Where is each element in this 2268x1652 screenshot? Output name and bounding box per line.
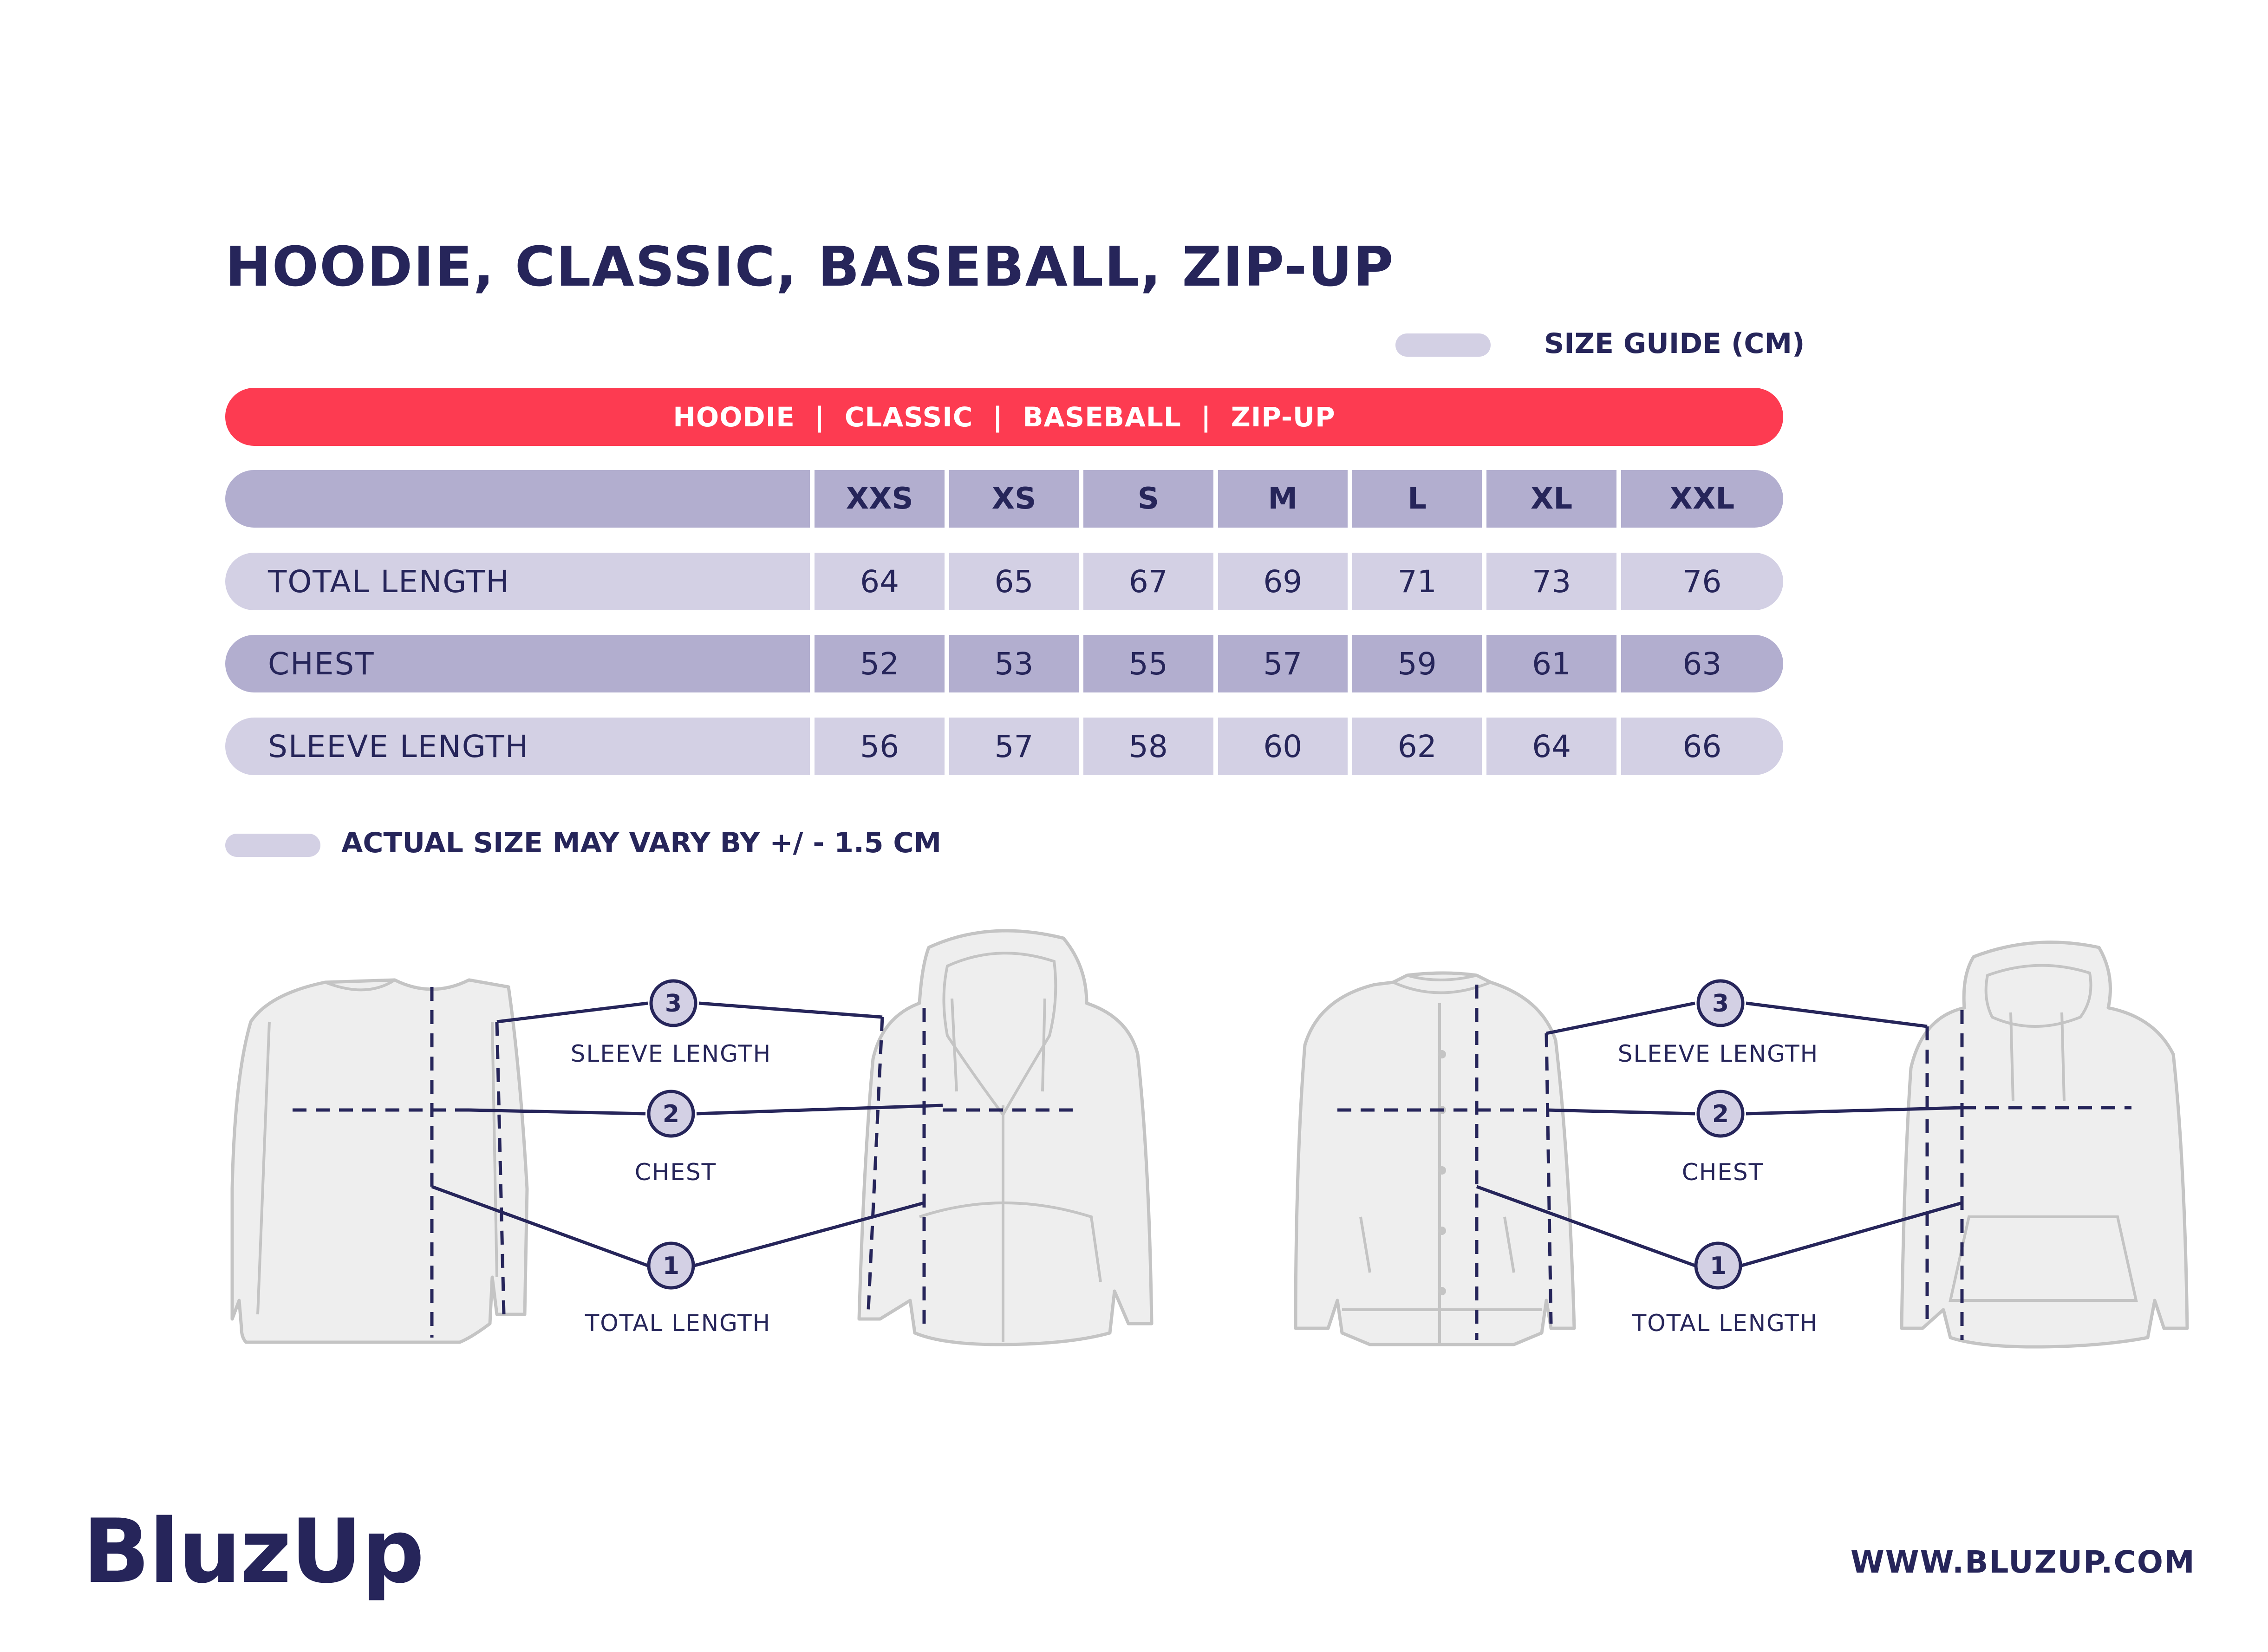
left-length-label: TOTAL LENGTH (585, 1310, 771, 1337)
banner-item-baseball: BASEBALL (1023, 401, 1181, 433)
banner-item-hoodie: HOODIE (673, 401, 795, 433)
row-label: SLEEVE LENGTH (225, 718, 810, 775)
table-row-chest: CHEST 52 53 55 57 59 61 63 (225, 635, 1784, 692)
left-sleeve-label: SLEEVE LENGTH (570, 1040, 772, 1067)
table-header-row: XXS XS S M L XL XXL (225, 470, 1784, 528)
table-row-total-length: TOTAL LENGTH 64 65 67 69 71 73 76 (225, 553, 1784, 610)
table-cell: 59 (1352, 635, 1482, 692)
table-cell: 56 (815, 718, 945, 775)
product-type-banner: HOODIE | CLASSIC | BASEBALL | ZIP-UP (225, 388, 1783, 446)
banner-separator: | (815, 401, 825, 433)
table-cell: 61 (1486, 635, 1616, 692)
note-swatch (225, 834, 320, 857)
banner-separator: | (992, 401, 1003, 433)
size-guide-label: SIZE GUIDE (CM) (1544, 327, 1805, 360)
table-cell: 69 (1218, 553, 1348, 610)
right-length-badge (1694, 1241, 1742, 1290)
size-header: XL (1486, 470, 1616, 528)
banner-item-classic: CLASSIC (844, 401, 973, 433)
left-sleeve-badge (649, 979, 697, 1027)
right-sleeve-label: SLEEVE LENGTH (1617, 1040, 1819, 1067)
table-cell: 64 (815, 553, 945, 610)
right-sleeve-badge (1696, 979, 1745, 1027)
zip-hoodie-illustration (857, 929, 1154, 1346)
left-length-number: 1 (663, 1252, 679, 1280)
left-chest-number: 2 (663, 1100, 679, 1128)
table-cell: 63 (1621, 635, 1784, 692)
table-cell: 55 (1083, 635, 1213, 692)
right-chest-badge (1696, 1090, 1745, 1138)
right-chest-number: 2 (1712, 1100, 1729, 1128)
size-header: S (1083, 470, 1213, 528)
left-length-badge (647, 1241, 695, 1290)
pullover-hoodie-illustration (1900, 940, 2189, 1349)
table-cell: 65 (949, 553, 1079, 610)
size-header: XXL (1621, 470, 1784, 528)
left-sleeve-number: 3 (665, 990, 682, 1018)
table-row-sleeve-length: SLEEVE LENGTH 56 57 58 60 62 64 66 (225, 718, 1784, 775)
page-title: HOODIE, CLASSIC, BASEBALL, ZIP-UP (225, 235, 1395, 299)
baseball-jacket-illustration (1294, 971, 1576, 1346)
table-cell: 67 (1083, 553, 1213, 610)
table-cell: 73 (1486, 553, 1616, 610)
right-sleeve-dash (1545, 1033, 1553, 1324)
table-cell: 58 (1083, 718, 1213, 775)
table-cell: 60 (1218, 718, 1348, 775)
table-header-empty (225, 470, 810, 528)
size-variance-note: ACTUAL SIZE MAY VARY BY +/ - 1.5 CM (341, 827, 942, 859)
brand-logo: BluzUp (83, 1500, 424, 1603)
left-hood-sleeve-dash (867, 1017, 884, 1310)
table-cell: 52 (815, 635, 945, 692)
table-cell: 57 (1218, 635, 1348, 692)
row-label: TOTAL LENGTH (225, 553, 810, 610)
size-header: L (1352, 470, 1482, 528)
left-chest-label: CHEST (634, 1159, 717, 1186)
left-sleeve-dash (495, 1021, 506, 1315)
right-sleeve-number: 3 (1712, 990, 1729, 1018)
right-length-label: TOTAL LENGTH (1632, 1310, 1818, 1337)
table-cell: 53 (949, 635, 1079, 692)
banner-separator: | (1201, 401, 1212, 433)
table-cell: 62 (1352, 718, 1482, 775)
table-cell: 66 (1621, 718, 1784, 775)
table-cell: 57 (949, 718, 1079, 775)
table-cell: 76 (1621, 553, 1784, 610)
table-cell: 64 (1486, 718, 1616, 775)
table-cell: 71 (1352, 553, 1482, 610)
size-guide-swatch (1395, 333, 1491, 357)
size-header: M (1218, 470, 1348, 528)
right-length-number: 1 (1710, 1252, 1727, 1280)
size-header: XS (949, 470, 1079, 528)
banner-item-zip-up: ZIP-UP (1231, 401, 1336, 433)
sweatshirt-illustration (230, 978, 529, 1344)
website-link[interactable]: WWW.BLUZUP.COM (1851, 1544, 2196, 1580)
right-chest-label: CHEST (1681, 1159, 1764, 1186)
row-label: CHEST (225, 635, 810, 692)
left-chest-badge (647, 1090, 695, 1138)
measurement-diagrams: .g { fill: #eeeeee; stroke: #c4c4c4; str… (230, 929, 2189, 1349)
size-header: XXS (815, 470, 945, 528)
